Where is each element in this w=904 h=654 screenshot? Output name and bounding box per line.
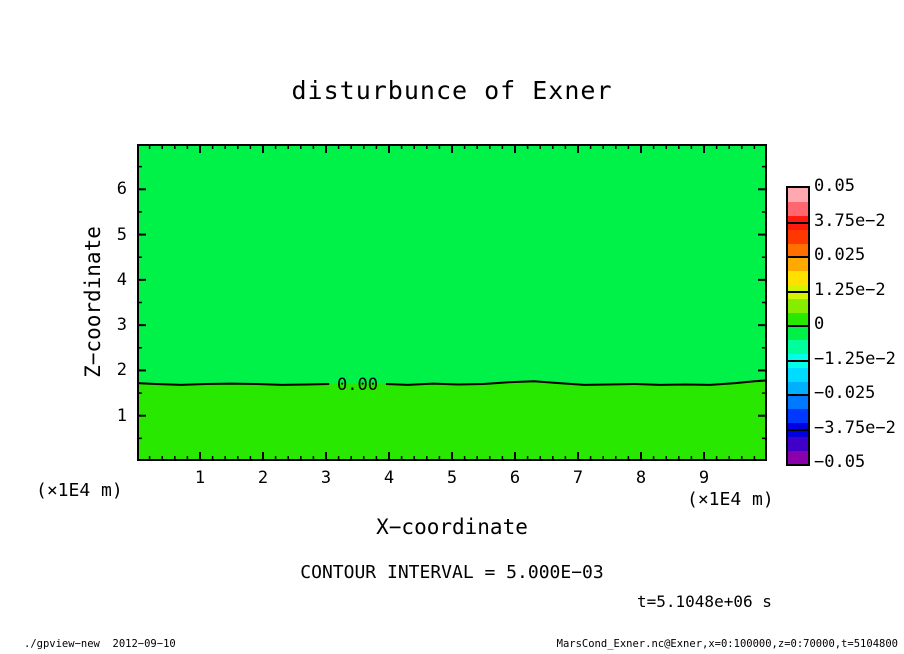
colorbar-step bbox=[788, 408, 808, 424]
colorbar bbox=[786, 186, 810, 466]
region-above-zero bbox=[137, 144, 767, 385]
region-below-zero bbox=[137, 380, 767, 461]
colorbar-tick-label: 1.25e−2 bbox=[814, 279, 886, 300]
x-tick-label: 2 bbox=[257, 468, 269, 488]
z-tick-label: 3 bbox=[116, 315, 127, 336]
colorbar-step bbox=[788, 257, 808, 272]
x-tick-label: 7 bbox=[572, 468, 584, 488]
colorbar-step bbox=[788, 450, 808, 465]
colorbar-step bbox=[788, 201, 808, 217]
colorbar-tick-label: 0.05 bbox=[814, 176, 855, 196]
z-axis-label: Z−coordinate bbox=[81, 226, 105, 378]
colorbar-step bbox=[788, 270, 808, 286]
colorbar-step bbox=[788, 243, 808, 258]
contour-interval-text: CONTOUR INTERVAL = 5.000E−03 bbox=[300, 562, 604, 583]
colorbar-step bbox=[788, 326, 808, 341]
zero-contour-label: 0.00 bbox=[337, 375, 378, 395]
colorbar-tick-label: −1.25e−2 bbox=[814, 348, 896, 369]
z-tick-label: 4 bbox=[116, 269, 127, 290]
plot-frame bbox=[137, 144, 767, 461]
z-axis-unit: (×1E4 m) bbox=[36, 480, 123, 501]
colorbar-tick-label: −0.05 bbox=[814, 452, 866, 472]
x-tick-label: 6 bbox=[509, 468, 521, 488]
x-axis-unit: (×1E4 m) bbox=[687, 489, 774, 510]
colorbar-step bbox=[788, 436, 808, 451]
colorbar-separator bbox=[788, 428, 808, 431]
colorbar-separator bbox=[788, 359, 808, 362]
contour-plot-area: 0.00 bbox=[136, 144, 768, 461]
x-axis-label: X−coordinate bbox=[376, 515, 528, 539]
x-tick-label: 9 bbox=[698, 468, 710, 488]
footer-command-date: ./gpview−new 2012−09−10 bbox=[24, 638, 176, 650]
x-tick-label: 8 bbox=[635, 468, 647, 488]
colorbar-separator bbox=[788, 290, 808, 293]
page-title: disturbunce of Exner bbox=[291, 76, 613, 105]
colorbar-step bbox=[788, 188, 808, 203]
zero-contour-line bbox=[136, 382, 330, 386]
colorbar-tick-label: 0 bbox=[814, 314, 825, 334]
z-tick-label: 6 bbox=[116, 179, 127, 200]
z-tick-label: 2 bbox=[116, 360, 127, 381]
colorbar-separator bbox=[788, 325, 808, 327]
contour-plot-svg: 0.00 bbox=[136, 144, 768, 461]
x-tick-label: 5 bbox=[446, 468, 458, 488]
z-tick-label: 1 bbox=[116, 405, 127, 426]
colorbar-step bbox=[788, 298, 808, 313]
x-tick-label: 3 bbox=[320, 468, 332, 488]
time-annotation: t=5.1048e+06 s bbox=[637, 592, 772, 611]
colorbar-tick-label: −0.025 bbox=[814, 383, 876, 403]
colorbar-tick-label: −3.75e−2 bbox=[814, 417, 896, 438]
colorbar-tick-label: 0.025 bbox=[814, 245, 866, 265]
colorbar-step bbox=[788, 339, 808, 355]
colorbar-step bbox=[788, 367, 808, 382]
colorbar-separator bbox=[788, 394, 808, 396]
colorbar-step bbox=[788, 229, 808, 244]
z-tick-label: 5 bbox=[116, 224, 127, 245]
colorbar-separator bbox=[788, 221, 808, 224]
colorbar-step bbox=[788, 312, 808, 327]
x-tick-label: 1 bbox=[194, 468, 206, 488]
colorbar-separator bbox=[788, 256, 808, 258]
colorbar-step bbox=[788, 395, 808, 410]
colorbar-step bbox=[788, 381, 808, 396]
footer-data-source: MarsCond_Exner.nc@Exner,x=0:100000,z=0:7… bbox=[556, 638, 898, 650]
zero-contour-line bbox=[385, 379, 768, 386]
x-tick-label: 4 bbox=[383, 468, 395, 488]
colorbar-tick-label: 3.75e−2 bbox=[814, 210, 886, 231]
